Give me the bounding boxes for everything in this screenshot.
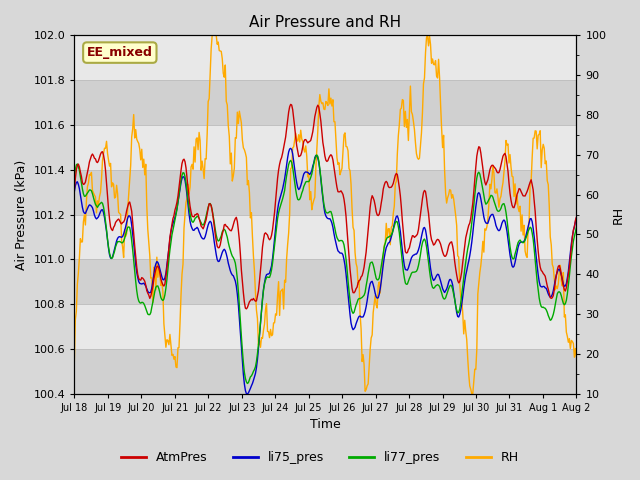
Bar: [74, 80, 577, 125]
AtmPres: [314, 102, 322, 108]
Text: EE_mixed: EE_mixed: [87, 46, 153, 59]
RH: [573, 353, 580, 359]
AtmPres: [70, 187, 78, 192]
RH: [484, 216, 492, 222]
li75_pres: [311, 155, 319, 161]
RH: [209, 33, 216, 38]
AtmPres: [573, 214, 580, 220]
Bar: [74, 170, 577, 215]
Line: RH: RH: [74, 36, 577, 394]
li75_pres: [344, 291, 352, 297]
Bar: [74, 259, 577, 304]
AtmPres: [344, 240, 352, 246]
RH: [371, 301, 378, 307]
RH: [70, 359, 78, 364]
li77_pres: [310, 161, 317, 167]
Bar: [74, 304, 577, 349]
AtmPres: [311, 114, 319, 120]
Line: li77_pres: li77_pres: [74, 155, 577, 384]
li77_pres: [563, 298, 570, 303]
Legend: AtmPres, li75_pres, li77_pres, RH: AtmPres, li75_pres, li77_pres, RH: [116, 446, 524, 469]
li75_pres: [70, 189, 78, 195]
Y-axis label: Air Pressure (kPa): Air Pressure (kPa): [15, 159, 28, 270]
li77_pres: [344, 278, 352, 284]
Line: li75_pres: li75_pres: [74, 148, 577, 394]
Bar: [74, 349, 577, 394]
Title: Air Pressure and RH: Air Pressure and RH: [250, 15, 401, 30]
RH: [313, 146, 321, 152]
li75_pres: [484, 220, 492, 226]
li77_pres: [70, 174, 78, 180]
li75_pres: [563, 281, 570, 287]
li75_pres: [244, 391, 252, 396]
li77_pres: [371, 271, 379, 277]
Y-axis label: RH: RH: [612, 205, 625, 224]
li77_pres: [314, 154, 322, 159]
li77_pres: [313, 152, 321, 158]
AtmPres: [287, 101, 294, 107]
li77_pres: [244, 381, 252, 386]
RH: [310, 197, 317, 203]
Bar: [74, 36, 577, 80]
AtmPres: [371, 203, 379, 208]
AtmPres: [243, 306, 250, 312]
li75_pres: [371, 290, 379, 296]
AtmPres: [484, 177, 492, 182]
li77_pres: [573, 224, 580, 230]
li75_pres: [287, 145, 294, 151]
RH: [563, 329, 570, 335]
Bar: [74, 215, 577, 259]
X-axis label: Time: Time: [310, 419, 340, 432]
RH: [343, 144, 351, 150]
RH: [468, 391, 476, 396]
AtmPres: [563, 285, 570, 290]
li75_pres: [314, 156, 322, 161]
Bar: [74, 125, 577, 170]
Line: AtmPres: AtmPres: [74, 104, 577, 309]
li77_pres: [484, 199, 492, 204]
li75_pres: [573, 215, 580, 221]
